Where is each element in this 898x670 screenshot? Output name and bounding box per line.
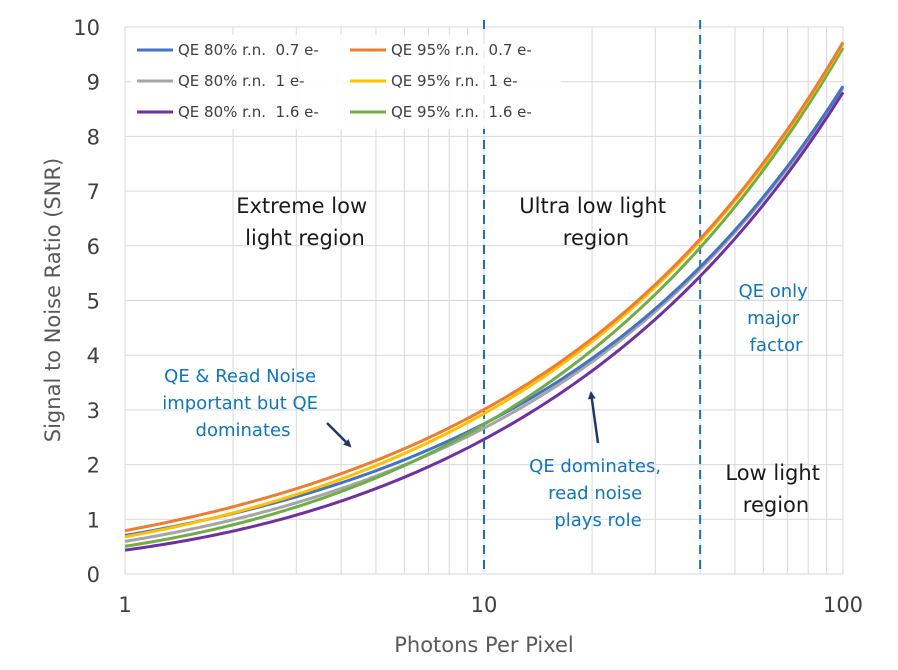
series-line xyxy=(124,47,845,548)
legend: QE 80% r.n. 0.7 e- QE 95% r.n. 0.7 e- QE 8… xyxy=(131,35,561,129)
region-label-line: Low light xyxy=(725,461,820,485)
y-tick-label: 10 xyxy=(73,16,100,40)
x-tick-label: 10 xyxy=(471,593,498,617)
annotation-line: important but QE xyxy=(162,393,318,414)
x-tick-labels: 1 10 100 xyxy=(118,593,863,617)
annotation-line: major xyxy=(747,308,800,329)
annotation-line: plays role xyxy=(554,510,641,531)
y-tick-label: 1 xyxy=(87,508,100,532)
y-tick-label: 4 xyxy=(87,344,100,368)
annotation-line: QE & Read Noise xyxy=(164,366,316,387)
x-tick-label: 1 xyxy=(118,593,131,617)
annotation-qe-dominates: QE dominates, read noise plays role xyxy=(529,456,667,531)
region-label-line: Ultra low light xyxy=(519,194,666,218)
series-line xyxy=(124,41,845,533)
region-label-line: Extreme low xyxy=(236,194,367,218)
y-tick-label: 6 xyxy=(87,235,100,259)
annotation-line: QE dominates, xyxy=(529,456,661,477)
y-tick-label: 5 xyxy=(87,290,100,314)
region-label-low: Low light region xyxy=(725,461,826,517)
legend-entry: QE 80% r.n. 0.7 e- xyxy=(178,41,319,59)
series-lines xyxy=(124,41,845,552)
y-tick-label: 9 xyxy=(87,71,100,95)
series-line xyxy=(124,86,845,543)
annotation-qe-only: QE only major factor xyxy=(738,281,813,356)
annotation-arrow xyxy=(587,391,600,444)
x-tick-label: 100 xyxy=(823,593,863,617)
region-label-ultra-low: Ultra low light region xyxy=(519,194,672,250)
y-axis-title: Signal to Noise Ratio (SNR) xyxy=(41,158,65,442)
annotation-arrow xyxy=(326,422,352,448)
y-tick-label: 3 xyxy=(87,399,100,423)
legend-entry: QE 95% r.n. 1.6 e- xyxy=(391,103,532,121)
annotation-line: factor xyxy=(750,335,803,356)
series-line xyxy=(124,91,845,552)
annotation-qe-read-noise: QE & Read Noise important but QE dominat… xyxy=(162,366,324,441)
grid xyxy=(124,26,844,575)
annotation-line: dominates xyxy=(196,420,291,441)
y-tick-label: 2 xyxy=(87,454,100,478)
annotation-line: read noise xyxy=(548,483,642,504)
y-tick-label: 7 xyxy=(87,180,100,204)
region-label-line: region xyxy=(743,493,809,517)
region-label-line: light region xyxy=(245,226,365,250)
region-label-extreme-low: Extreme low light region xyxy=(236,194,374,250)
legend-entry: QE 80% r.n. 1.6 e- xyxy=(178,103,319,121)
legend-entry: QE 95% r.n. 1 e- xyxy=(391,72,517,90)
y-tick-label: 8 xyxy=(87,125,100,149)
y-tick-label: 0 xyxy=(87,563,100,587)
y-tick-labels: 0 1 2 3 4 5 6 7 8 9 10 xyxy=(73,16,100,587)
legend-box xyxy=(131,35,561,129)
legend-entry: QE 95% r.n. 0.7 e- xyxy=(391,41,532,59)
annotation-line: QE only xyxy=(738,281,808,302)
legend-entry: QE 80% r.n. 1 e- xyxy=(178,72,304,90)
x-axis-title: Photons Per Pixel xyxy=(394,633,574,657)
region-label-line: region xyxy=(563,226,629,250)
